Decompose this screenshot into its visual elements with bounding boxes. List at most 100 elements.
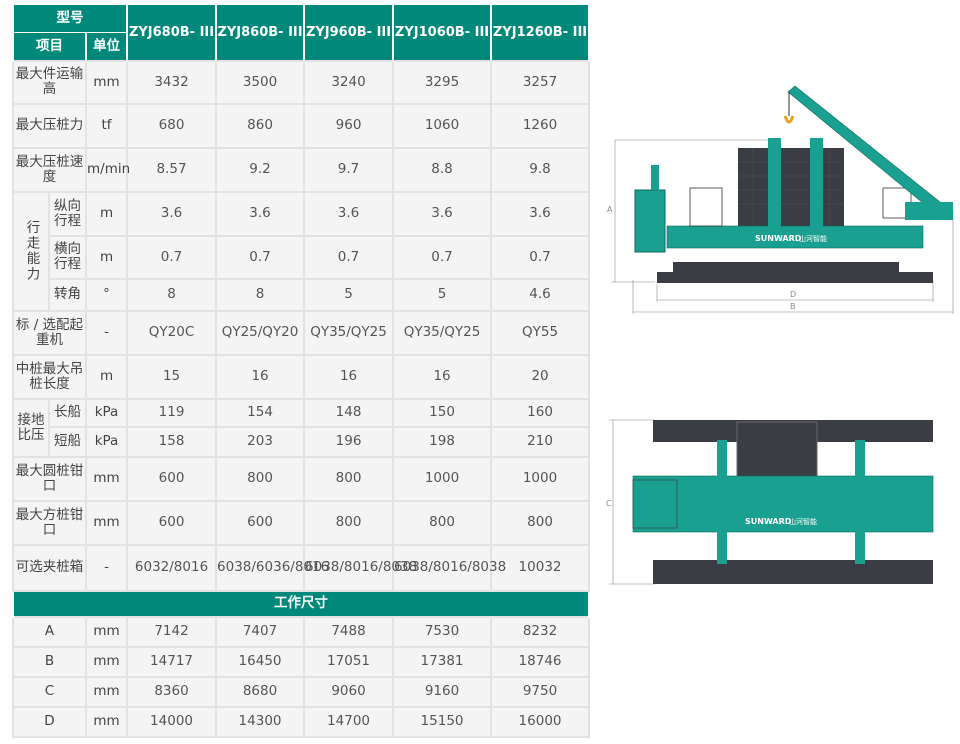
value-cell: 6038/8016/8038 [392, 543, 506, 592]
value-cell: 800 [215, 455, 306, 502]
value-cell: 800 [303, 499, 395, 546]
value-cell: 150 [392, 397, 493, 428]
unit-label: - [84, 543, 129, 592]
item-label: 短船 [48, 425, 87, 458]
unit-label: tf [84, 102, 129, 149]
dim-label-a: A [607, 205, 613, 214]
item-label: 长船 [48, 397, 87, 428]
value-cell: 0.7 [215, 234, 306, 280]
value-cell: 680 [126, 102, 218, 149]
value-cell: 203 [215, 425, 306, 458]
brand-logo: SUNWARD [755, 234, 802, 243]
value-cell: 9750 [490, 675, 591, 708]
value-cell: 14717 [126, 645, 218, 678]
unit-label: mm [84, 499, 129, 546]
unit-label: mm [84, 59, 129, 105]
dim-label-d: D [790, 290, 796, 299]
value-cell: 9.7 [303, 146, 395, 193]
value-cell: 3432 [126, 59, 218, 105]
value-cell: 3.6 [215, 190, 306, 237]
value-cell: 16450 [215, 645, 306, 678]
value-cell: 3500 [215, 59, 306, 105]
value-cell: 7530 [392, 615, 493, 648]
value-cell: 3.6 [490, 190, 591, 237]
model-name: ZYJ680B- III [126, 4, 218, 61]
unit-label: ° [84, 277, 129, 312]
value-cell: QY55 [490, 309, 591, 356]
item-label: A [12, 615, 87, 648]
value-cell: 7142 [126, 615, 218, 648]
value-cell: QY20C [126, 309, 218, 356]
item-label: 最大圆桩钳口 [12, 455, 87, 502]
value-cell: 119 [126, 397, 218, 428]
value-cell: QY35/QY25 [303, 309, 395, 356]
value-cell: 1060 [392, 102, 493, 149]
item-label: 最大压桩力 [12, 102, 87, 149]
value-cell: 1260 [490, 102, 591, 149]
unit-label: mm [84, 645, 129, 678]
value-cell: 6038/8016/8038 [303, 543, 417, 592]
unit-label: m [84, 234, 129, 280]
unit-label: kPa [84, 397, 129, 428]
value-cell: 10032 [490, 543, 591, 592]
table-row: 最大压桩速度 m/min 8.57 9.2 9.7 8.8 9.8 [12, 146, 591, 193]
value-cell: 3240 [303, 59, 395, 105]
dim-label-b: B [790, 302, 796, 311]
item-label: C [12, 675, 87, 708]
value-cell: 14000 [126, 705, 218, 738]
item-label: 纵向行程 [48, 190, 87, 237]
model-name: ZYJ1260B- III [490, 4, 591, 61]
value-cell: 8680 [215, 675, 306, 708]
item-label: 最大件运输高 [12, 59, 87, 105]
value-cell: 1000 [490, 455, 591, 502]
table-row: 项目 单位 [12, 32, 589, 61]
value-cell: 14700 [303, 705, 395, 738]
value-cell: 17051 [303, 645, 395, 678]
group-label: 行走能力 [12, 190, 50, 312]
value-cell: 14300 [215, 705, 306, 738]
value-cell: 6038/6036/8016 [215, 543, 329, 592]
table-row: 型号 ZYJ680B- III ZYJ860B- III ZYJ960B- III ZY… [11, 4, 591, 61]
value-cell: 860 [215, 102, 306, 149]
svg-text:山河智能: 山河智能 [799, 234, 827, 243]
value-cell: 16 [303, 353, 395, 400]
value-cell: 20 [490, 353, 591, 400]
value-cell: 800 [490, 499, 591, 546]
section-title: 工作尺寸 [11, 590, 591, 617]
model-name: ZYJ1060B- III [392, 4, 493, 61]
unit-label: mm [84, 455, 129, 502]
table-row: 可选夹桩箱 -6032/8016 6038/6036/8016 6038/8016/8… [12, 543, 591, 592]
unit-label: kPa [84, 425, 129, 458]
value-cell: 196 [303, 425, 395, 458]
svg-text:SUNWARD: SUNWARD [745, 517, 792, 526]
item-label: 中桩最大吊桩长度 [12, 353, 87, 400]
value-cell: 9160 [392, 675, 493, 708]
value-cell: 154 [215, 397, 306, 428]
table-row: 标 / 选配起重机 - QY20C QY25/QY20 QY35/QY25 QY35/QY… [12, 309, 591, 356]
item-label: 转角 [48, 277, 87, 312]
item-header: 项目 [12, 32, 87, 61]
value-cell: 16000 [490, 705, 591, 738]
value-cell: 6032/8016 [126, 543, 218, 592]
value-cell: 16 [392, 353, 493, 400]
table-row: 转角 ° 8 8 5 5 4.6 [13, 277, 591, 312]
value-cell: 600 [126, 455, 218, 502]
table-row: 行走能力 纵向行程 m 3.6 3.6 3.6 3.6 3.6 [12, 190, 591, 312]
value-cell: 3257 [490, 59, 591, 105]
value-cell: 4.6 [490, 277, 591, 312]
value-cell: 3.6 [303, 190, 395, 237]
top-view-drawing: C SUNWARD 山河智能 [606, 419, 934, 585]
value-cell: 0.7 [126, 234, 218, 280]
model-header: 型号 [11, 4, 129, 33]
value-cell: 8 [126, 277, 218, 312]
value-cell: 8.57 [126, 146, 218, 193]
value-cell: 210 [490, 425, 591, 458]
table-row: 横向行程 m 0.7 0.7 0.7 0.7 0.7 [13, 234, 591, 280]
item-label: 最大方桩钳口 [12, 499, 87, 546]
table-row: 最大方桩钳口 mm 600 600 800 800 800 [12, 499, 591, 546]
value-cell: 5 [303, 277, 395, 312]
table-row: 短船 kPa 158 203 196 198 210 [13, 425, 591, 458]
value-cell: 5 [392, 277, 493, 312]
